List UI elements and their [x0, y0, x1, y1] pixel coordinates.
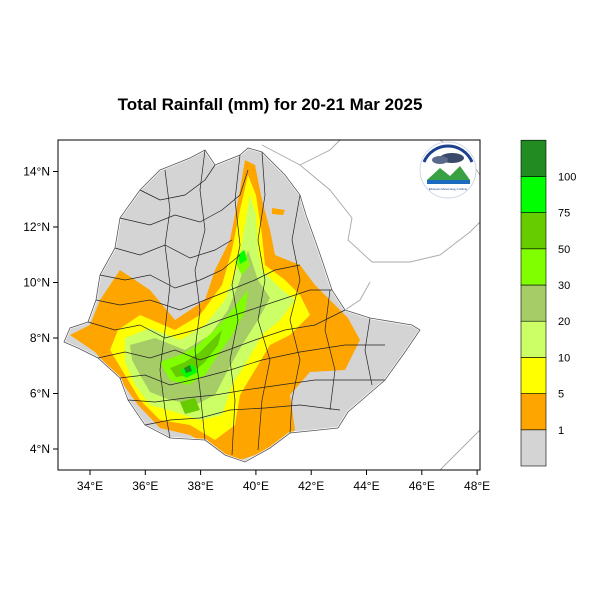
legend-swatch	[520, 393, 547, 431]
lon-tick-label: 34°E	[77, 479, 103, 493]
neighbour-borders	[261, 139, 481, 471]
lat-tick-label: 10°N	[23, 276, 50, 290]
legend-label: 1	[558, 425, 564, 437]
legend-swatch	[520, 429, 547, 467]
legend-swatch	[520, 284, 547, 322]
legend-label: 30	[558, 280, 570, 292]
legend-label: 100	[558, 171, 576, 183]
legend-swatch	[520, 139, 547, 177]
map-title: Total Rainfall (mm) for 20-21 Mar 2025	[117, 95, 423, 114]
legend-swatch	[520, 212, 547, 250]
legend-label: 5	[558, 389, 564, 401]
lat-tick-label: 8°N	[30, 331, 50, 345]
legend-swatch	[520, 248, 547, 286]
lon-tick-label: 40°E	[243, 479, 269, 493]
legend-swatch	[520, 357, 547, 394]
lon-tick-label: 42°E	[298, 479, 324, 493]
legend-swatch	[520, 320, 547, 358]
legend-label: 75	[558, 208, 570, 220]
emi-logo: Ethiopian Meteorology Institute	[419, 141, 477, 199]
lon-tick-label: 44°E	[353, 479, 379, 493]
ethiopia-outline	[63, 147, 421, 463]
lon-axis: 34°E 36°E 38°E 40°E 42°E 44°E 46°E 48°E	[77, 470, 490, 493]
lon-tick-label: 36°E	[132, 479, 158, 493]
legend-label: 10	[558, 352, 570, 364]
lat-tick-label: 4°N	[30, 442, 50, 456]
map-frame	[57, 139, 481, 471]
lat-tick-label: 6°N	[30, 387, 50, 401]
logo-caption: Ethiopian Meteorology Institute	[429, 187, 468, 191]
lon-tick-label: 48°E	[464, 479, 490, 493]
lon-tick-label: 46°E	[409, 479, 435, 493]
legend-label: 20	[558, 316, 570, 328]
lon-tick-label: 38°E	[188, 479, 214, 493]
lat-tick-label: 14°N	[23, 165, 50, 179]
lat-tick-label: 12°N	[23, 220, 50, 234]
legend-swatch	[520, 176, 547, 213]
admin-borders	[87, 149, 385, 456]
rainfall-shading	[70, 160, 360, 460]
legend: 1 5 10 20 30 50 75 100	[520, 139, 576, 467]
lat-axis: 4°N 6°N 8°N 10°N 12°N 14°N	[23, 165, 58, 456]
legend-label: 50	[558, 244, 570, 256]
